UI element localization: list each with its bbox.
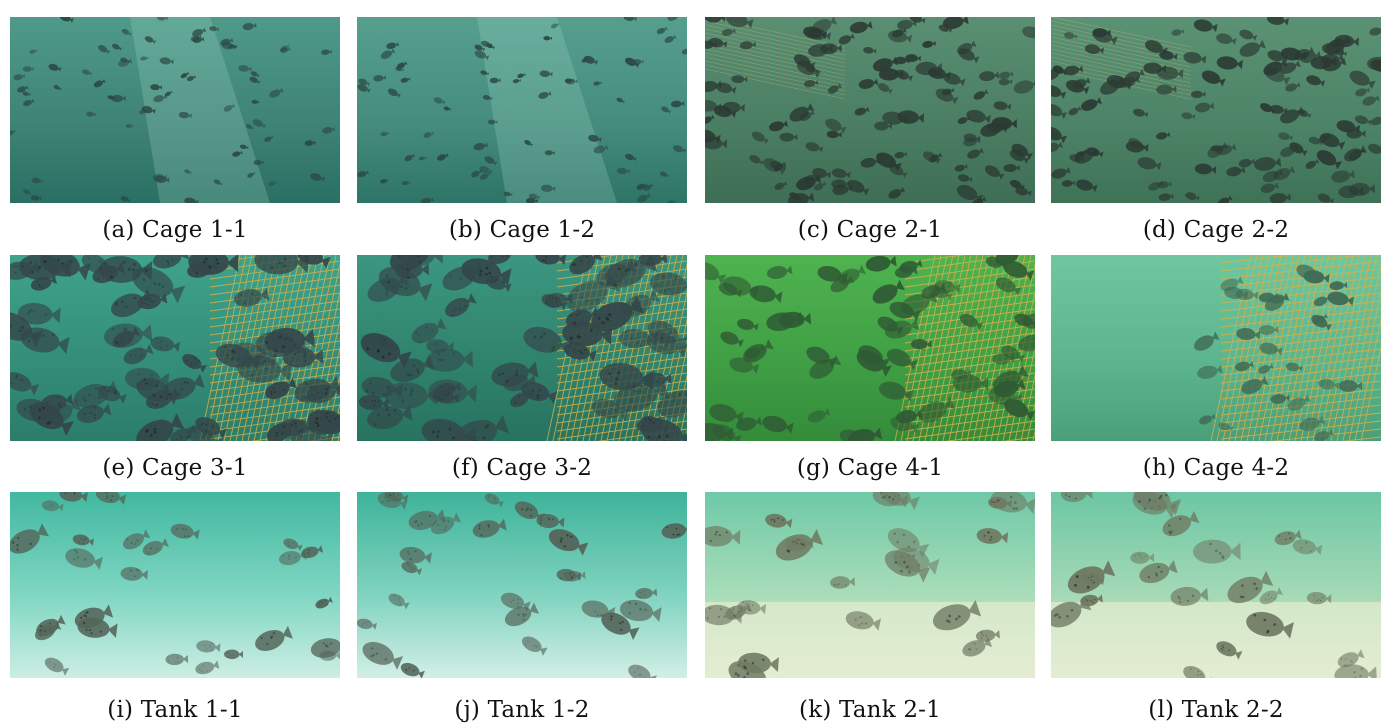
photo-cage-1-2 bbox=[357, 17, 687, 203]
photo-cage-1-1 bbox=[10, 17, 340, 203]
photo-cage-4-2 bbox=[1051, 255, 1381, 441]
panel-cage-4-1: (g) Cage 4-1 bbox=[705, 255, 1035, 441]
photo-cage-2-2 bbox=[1051, 17, 1381, 203]
caption: (b) Cage 1-2 bbox=[357, 217, 687, 243]
caption: (c) Cage 2-1 bbox=[705, 217, 1035, 243]
photo-tank-2-1 bbox=[705, 492, 1035, 678]
caption: (e) Cage 3-1 bbox=[10, 455, 340, 481]
photo-tank-1-1 bbox=[10, 492, 340, 678]
photo-tank-1-2 bbox=[357, 492, 687, 678]
photo-cage-3-1 bbox=[10, 255, 340, 441]
caption: (k) Tank 2-1 bbox=[705, 697, 1035, 723]
panel-cage-3-2: (f) Cage 3-2 bbox=[357, 255, 687, 441]
caption: (g) Cage 4-1 bbox=[705, 455, 1035, 481]
panel-cage-2-1: (c) Cage 2-1 bbox=[705, 17, 1035, 203]
caption: (i) Tank 1-1 bbox=[10, 697, 340, 723]
photo-tank-2-2 bbox=[1051, 492, 1381, 678]
caption: (d) Cage 2-2 bbox=[1051, 217, 1381, 243]
photo-cage-2-1 bbox=[705, 17, 1035, 203]
caption: (f) Cage 3-2 bbox=[357, 455, 687, 481]
panel-cage-3-1: (e) Cage 3-1 bbox=[10, 255, 340, 441]
panel-tank-2-2: (l) Tank 2-2 bbox=[1051, 492, 1381, 678]
panel-tank-1-2: (j) Tank 1-2 bbox=[357, 492, 687, 678]
caption: (h) Cage 4-2 bbox=[1051, 455, 1381, 481]
panel-tank-1-1: (i) Tank 1-1 bbox=[10, 492, 340, 678]
panel-cage-1-2: (b) Cage 1-2 bbox=[357, 17, 687, 203]
panel-cage-1-1: (a) Cage 1-1 bbox=[10, 17, 340, 203]
panel-cage-4-2: (h) Cage 4-2 bbox=[1051, 255, 1381, 441]
caption: (l) Tank 2-2 bbox=[1051, 697, 1381, 723]
photo-cage-3-2 bbox=[357, 255, 687, 441]
photo-cage-4-1 bbox=[705, 255, 1035, 441]
caption: (j) Tank 1-2 bbox=[357, 697, 687, 723]
caption: (a) Cage 1-1 bbox=[10, 217, 340, 243]
panel-cage-2-2: (d) Cage 2-2 bbox=[1051, 17, 1381, 203]
panel-tank-2-1: (k) Tank 2-1 bbox=[705, 492, 1035, 678]
